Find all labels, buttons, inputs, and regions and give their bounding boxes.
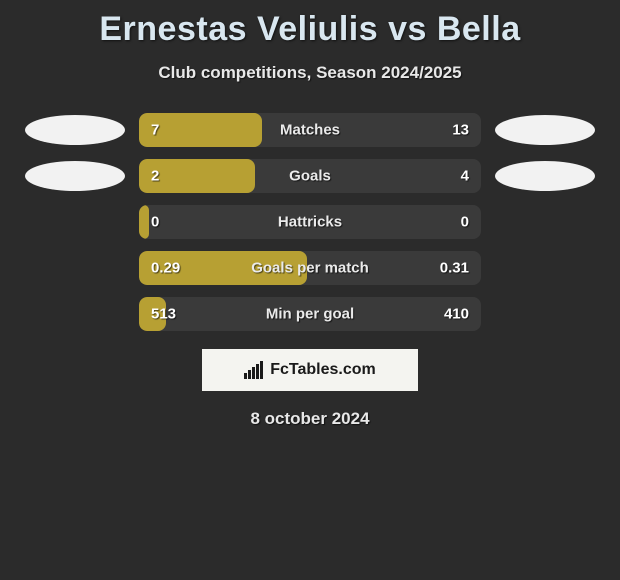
stat-left-value: 0.29 (151, 260, 180, 277)
stat-label: Matches (280, 122, 340, 139)
player-right-marker (495, 115, 595, 145)
stat-bar: 7 13 Matches (139, 113, 481, 147)
stats-rows: 7 13 Matches 2 4 Goals 0 0 Hattricks 0.29 0.31 Goal… (0, 113, 620, 331)
subtitle: Club competitions, Season 2024/2025 (0, 63, 620, 83)
stat-bar: 0.29 0.31 Goals per match (139, 251, 481, 285)
player-right-marker (495, 161, 595, 191)
stat-bar: 513 410 Min per goal (139, 297, 481, 331)
stat-bar: 0 0 Hattricks (139, 205, 481, 239)
stat-right-value: 0.31 (440, 260, 469, 277)
stat-label: Goals (289, 168, 331, 185)
stat-right-value: 410 (444, 306, 469, 323)
stat-row: 0 0 Hattricks (0, 205, 620, 239)
stat-left-value: 513 (151, 306, 176, 323)
branding-text: FcTables.com (270, 361, 376, 379)
stat-right-value: 4 (461, 168, 469, 185)
stat-left-value: 2 (151, 168, 159, 185)
stat-row: 0.29 0.31 Goals per match (0, 251, 620, 285)
stat-bar: 2 4 Goals (139, 159, 481, 193)
stat-row: 7 13 Matches (0, 113, 620, 147)
stat-bar-fill (139, 205, 149, 239)
page-title: Ernestas Veliulis vs Bella (0, 0, 620, 49)
stat-label: Goals per match (251, 260, 369, 277)
bar-chart-icon (244, 361, 264, 379)
stat-left-value: 0 (151, 214, 159, 231)
stat-row: 2 4 Goals (0, 159, 620, 193)
stat-label: Min per goal (266, 306, 354, 323)
stat-row: 513 410 Min per goal (0, 297, 620, 331)
stat-right-value: 0 (461, 214, 469, 231)
footer-date: 8 october 2024 (0, 409, 620, 429)
branding-badge[interactable]: FcTables.com (202, 349, 418, 391)
player-left-marker (25, 115, 125, 145)
stat-left-value: 7 (151, 122, 159, 139)
player-left-marker (25, 161, 125, 191)
stat-right-value: 13 (452, 122, 469, 139)
stat-label: Hattricks (278, 214, 342, 231)
